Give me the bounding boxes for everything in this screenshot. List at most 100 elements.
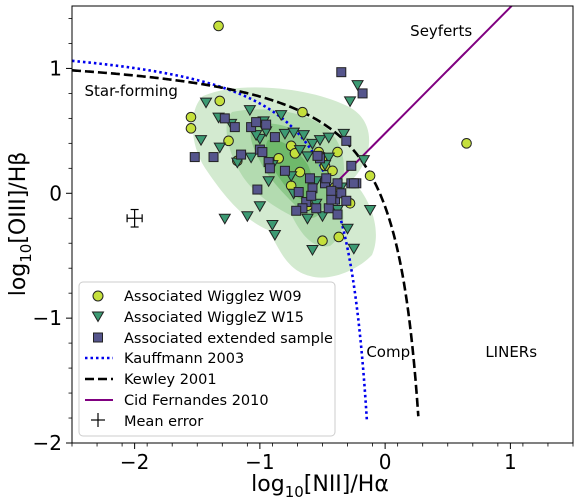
point-series-1 xyxy=(322,152,336,164)
point-series-2 xyxy=(332,209,343,220)
region-label: Star-forming xyxy=(85,82,178,100)
mean-error-bar xyxy=(126,208,143,228)
point-series-2 xyxy=(341,195,352,206)
point-series-1 xyxy=(322,132,336,144)
legend: Associated Wigglez W09 Associated Wiggle… xyxy=(78,281,336,437)
y-tick-label: −1 xyxy=(33,306,62,330)
point-series-2 xyxy=(229,122,240,133)
legend-w09-label: Associated Wigglez W09 xyxy=(124,289,302,305)
point-series-1 xyxy=(306,244,319,256)
point-series-1 xyxy=(313,135,327,147)
region-label: LINERs xyxy=(485,343,537,361)
point-series-1 xyxy=(347,243,361,255)
point-series-0 xyxy=(297,106,308,118)
point-series-2 xyxy=(257,147,268,158)
point-series-2 xyxy=(321,173,332,184)
point-series-2 xyxy=(346,160,357,171)
legend-w15-marker xyxy=(91,311,105,323)
point-series-2 xyxy=(326,185,337,196)
x-axis-label: log10[NII]/Hα xyxy=(251,472,389,501)
point-series-1 xyxy=(213,142,227,154)
x-tick-label: −1 xyxy=(245,450,274,474)
legend-box xyxy=(78,281,336,437)
y-tick-label: 1 xyxy=(49,56,62,80)
point-series-2 xyxy=(311,203,322,214)
point-series-1 xyxy=(262,176,276,188)
region-labels: Seyferts Star-forming Comp LINERs xyxy=(85,22,538,361)
point-series-1 xyxy=(240,211,254,223)
point-series-2 xyxy=(291,205,302,216)
point-series-2 xyxy=(264,163,275,174)
point-series-0 xyxy=(185,123,197,134)
point-series-0 xyxy=(333,231,345,243)
point-series-2 xyxy=(348,178,359,189)
legend-kauffmann-label: Kauffmann 2003 xyxy=(124,351,244,367)
point-series-2 xyxy=(208,152,219,163)
axis-ticks: −2 −1 0 1 −2 −1 0 1 xyxy=(33,18,574,474)
point-series-1 xyxy=(301,151,314,163)
point-series-0 xyxy=(214,95,226,107)
point-series-1 xyxy=(301,213,314,225)
point-series-2 xyxy=(219,113,230,124)
cid-fernandes-2010-line xyxy=(334,6,514,185)
y-tick-label: 0 xyxy=(49,181,62,205)
point-series-1 xyxy=(274,110,288,122)
legend-extended-marker xyxy=(93,332,103,343)
x-tick-label: 0 xyxy=(379,450,392,474)
point-series-2 xyxy=(336,188,347,199)
point-series-2 xyxy=(236,149,247,160)
point-series-2 xyxy=(332,178,343,189)
point-series-1 xyxy=(363,205,377,217)
point-series-0 xyxy=(332,146,343,158)
point-series-1 xyxy=(316,211,329,223)
data-points xyxy=(185,20,472,256)
point-series-2 xyxy=(326,194,337,205)
point-series-2 xyxy=(336,67,347,78)
point-series-1 xyxy=(343,96,357,108)
point-series-0 xyxy=(364,170,376,182)
point-series-0 xyxy=(317,235,328,247)
point-series-0 xyxy=(223,135,234,147)
point-series-2 xyxy=(323,203,334,214)
point-series-1 xyxy=(244,152,258,164)
legend-kewley-label: Kewley 2001 xyxy=(124,372,217,388)
point-series-1 xyxy=(287,127,301,139)
point-series-1 xyxy=(337,128,351,140)
legend-extended-label: Associated extended sample xyxy=(124,331,333,347)
point-series-1 xyxy=(357,155,371,167)
point-series-1 xyxy=(253,201,267,213)
point-series-1 xyxy=(297,130,311,142)
point-series-1 xyxy=(199,97,213,109)
point-series-1 xyxy=(278,128,292,140)
kewley-2001-line xyxy=(72,69,420,417)
point-series-0 xyxy=(213,20,224,32)
point-series-0 xyxy=(461,138,472,149)
y-tick-label: −2 xyxy=(33,431,62,455)
point-series-2 xyxy=(261,119,272,130)
point-series-2 xyxy=(293,187,304,198)
point-series-1 xyxy=(351,80,364,92)
point-series-0 xyxy=(185,111,197,123)
point-series-2 xyxy=(312,150,323,161)
point-series-1 xyxy=(341,223,354,235)
point-series-1 xyxy=(293,145,307,157)
point-series-2 xyxy=(252,184,263,195)
point-series-2 xyxy=(304,173,315,184)
point-series-1 xyxy=(306,138,319,150)
point-series-2 xyxy=(189,152,200,163)
point-series-1 xyxy=(243,105,257,117)
point-series-1 xyxy=(218,213,232,225)
point-series-2 xyxy=(341,135,352,146)
legend-w09-marker xyxy=(92,290,104,302)
point-series-0 xyxy=(327,165,338,177)
legend-error-label: Mean error xyxy=(124,414,203,430)
point-series-2 xyxy=(251,117,262,128)
region-label: Comp xyxy=(366,343,410,361)
legend-cid-label: Cid Fernandes 2010 xyxy=(124,393,269,409)
point-series-1 xyxy=(194,135,208,147)
point-series-1 xyxy=(268,229,282,241)
x-tick-label: 1 xyxy=(504,450,517,474)
point-series-1 xyxy=(266,220,279,231)
point-series-2 xyxy=(306,190,317,201)
